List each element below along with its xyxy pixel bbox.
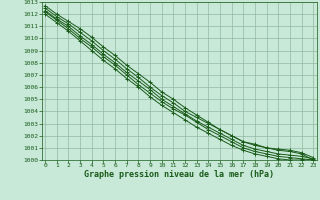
X-axis label: Graphe pression niveau de la mer (hPa): Graphe pression niveau de la mer (hPa)	[84, 170, 274, 179]
